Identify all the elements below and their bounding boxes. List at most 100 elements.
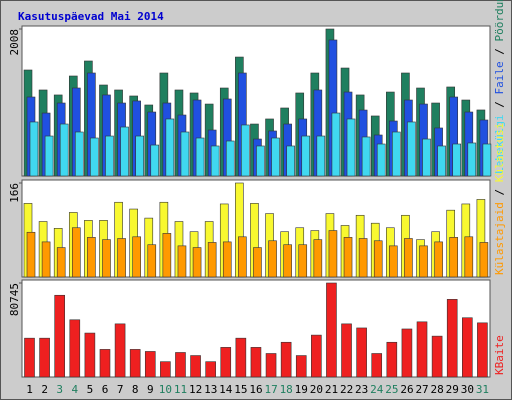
bar xyxy=(59,123,69,177)
x-tick-label: 8 xyxy=(132,383,139,396)
legend-entry: Külastajaid xyxy=(493,202,506,275)
bar xyxy=(87,237,96,278)
bar xyxy=(446,299,458,378)
bar xyxy=(238,236,247,278)
x-tick-label: 31 xyxy=(476,383,489,396)
bar xyxy=(386,341,398,378)
y-tick-label: 80745 xyxy=(8,283,21,316)
x-tick-label: 1 xyxy=(26,383,33,396)
bar xyxy=(256,145,265,177)
bar xyxy=(74,131,84,177)
x-tick-label: 14 xyxy=(219,383,233,396)
x-tick-label: 3 xyxy=(56,383,63,396)
bar xyxy=(316,135,326,177)
bar xyxy=(477,322,488,378)
x-tick-label: 24 xyxy=(370,383,384,396)
bar xyxy=(376,143,386,177)
bar xyxy=(265,353,277,378)
bar xyxy=(431,335,443,378)
bar xyxy=(84,332,96,378)
legend-entry: Lehekülgi xyxy=(493,114,506,174)
bar xyxy=(162,233,172,278)
bar xyxy=(407,121,416,177)
y-tick-label: 166 xyxy=(8,183,21,203)
x-tick-label: 18 xyxy=(280,383,293,396)
legend: KBaite xyxy=(493,335,506,375)
bar xyxy=(56,247,66,278)
y-tick-label: 2008 xyxy=(8,29,21,56)
bar xyxy=(190,355,201,378)
bar xyxy=(331,112,341,177)
x-tick-label: 23 xyxy=(355,383,368,396)
bar xyxy=(210,145,220,177)
x-tick-label: 5 xyxy=(87,383,94,396)
legend-separator: / xyxy=(493,182,506,202)
bar xyxy=(341,323,352,378)
x-tick-label: 16 xyxy=(249,383,262,396)
x-tick-label: 26 xyxy=(400,383,413,396)
bar xyxy=(165,118,175,177)
x-tick-label: 20 xyxy=(310,383,323,396)
bar xyxy=(220,347,232,378)
bar xyxy=(250,347,262,378)
bar xyxy=(343,237,353,278)
bar xyxy=(286,145,295,177)
bar xyxy=(102,239,111,278)
legend-entry: Faile xyxy=(493,61,506,94)
bar xyxy=(26,231,36,278)
bar xyxy=(71,227,81,278)
bar xyxy=(449,237,459,278)
bar xyxy=(401,328,413,378)
bar xyxy=(90,137,99,177)
bar xyxy=(346,118,356,177)
bar xyxy=(120,126,129,177)
bar xyxy=(416,321,428,378)
bar xyxy=(422,138,431,177)
legend-separator: / xyxy=(493,42,506,62)
legend-separator: / xyxy=(493,95,506,115)
bar xyxy=(144,351,156,378)
x-tick-label: 10 xyxy=(159,383,172,396)
bar xyxy=(54,294,65,378)
x-tick-label: 15 xyxy=(234,383,247,396)
bar xyxy=(205,361,216,378)
bar xyxy=(479,242,489,278)
bar xyxy=(389,245,398,278)
bar xyxy=(29,121,39,177)
x-tick-label: 4 xyxy=(72,383,79,396)
bar xyxy=(271,137,280,177)
bar xyxy=(180,131,190,177)
x-tick-label: 13 xyxy=(204,383,217,396)
x-tick-label: 21 xyxy=(325,383,338,396)
bar xyxy=(298,244,308,278)
x-tick-label: 12 xyxy=(189,383,202,396)
bar xyxy=(371,353,383,378)
bar xyxy=(177,245,187,278)
bar xyxy=(69,319,81,378)
bar xyxy=(356,327,367,378)
bar xyxy=(150,144,160,177)
bar xyxy=(24,337,35,378)
bar xyxy=(482,143,492,177)
bar xyxy=(114,323,126,378)
bar xyxy=(311,334,322,378)
bar xyxy=(207,242,217,278)
bar xyxy=(268,240,277,278)
bar xyxy=(135,135,144,177)
bar xyxy=(147,244,157,278)
bar xyxy=(283,244,292,278)
bar xyxy=(241,124,250,177)
chart-title: Kasutuspäevad Mai 2014 xyxy=(18,10,164,23)
bar xyxy=(117,238,126,278)
bar xyxy=(462,317,473,378)
bar xyxy=(301,135,311,177)
legend: Lehekülgi / Faile / Pöördumisi xyxy=(493,0,506,174)
bar xyxy=(419,245,428,278)
bar xyxy=(404,238,413,278)
bar xyxy=(235,337,247,378)
bar xyxy=(437,145,446,177)
bar xyxy=(328,230,338,278)
x-tick-label: 7 xyxy=(117,383,124,396)
legend-entry: KBaite xyxy=(493,335,506,375)
